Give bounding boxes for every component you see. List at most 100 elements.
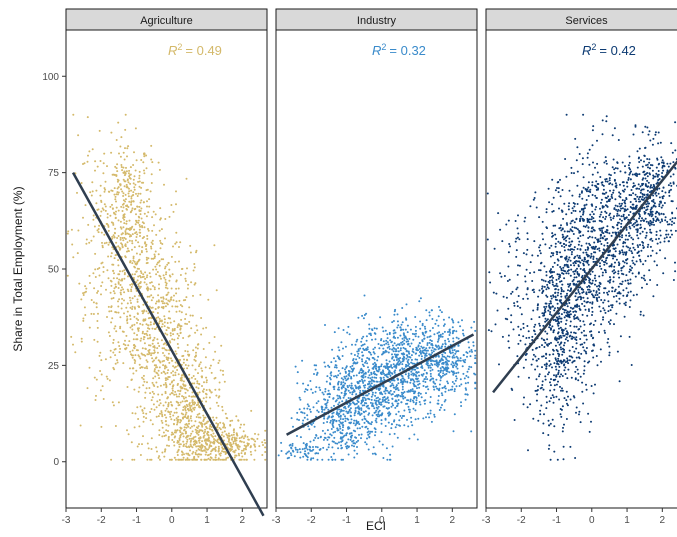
data-point-agriculture [213,336,216,338]
data-point-agriculture [222,373,225,376]
data-point-industry [356,452,359,455]
data-point-agriculture [98,224,101,227]
data-point-industry [351,444,353,447]
data-point-industry [445,372,448,375]
data-point-industry [416,387,418,390]
data-point-agriculture [116,191,119,194]
data-point-agriculture [105,288,107,291]
data-point-agriculture [111,207,114,210]
data-point-agriculture [167,261,170,264]
data-point-agriculture [106,316,108,318]
data-point-agriculture [110,284,113,287]
data-point-agriculture [120,227,123,230]
data-point-agriculture [166,287,169,290]
data-point-industry [336,355,339,358]
data-point-industry [421,374,424,377]
data-point-agriculture [171,431,174,434]
data-point-services [563,423,565,426]
data-point-industry [444,339,447,342]
data-point-agriculture [114,325,117,328]
data-point-industry [330,406,333,409]
data-point-agriculture [95,302,98,305]
data-point-agriculture [183,428,186,431]
data-point-agriculture [138,177,141,180]
data-point-agriculture [101,207,104,210]
data-point-agriculture [96,340,99,343]
data-point-agriculture [151,327,154,330]
data-point-agriculture [124,200,127,203]
data-point-agriculture [110,321,113,324]
data-point-industry [314,368,317,371]
data-point-agriculture [129,227,132,230]
data-point-agriculture [86,116,89,119]
data-point-agriculture [158,229,161,232]
data-point-services [560,209,563,212]
data-point-industry [441,359,444,362]
data-point-industry [438,331,441,334]
data-point-industry [444,390,447,393]
data-point-agriculture [221,446,224,449]
data-point-industry [337,386,340,389]
data-point-industry [433,413,436,416]
data-point-agriculture [96,326,99,329]
data-point-industry [344,377,347,380]
data-point-services [588,235,591,238]
data-point-agriculture [166,322,169,324]
data-point-agriculture [124,347,126,350]
data-point-services [533,291,536,294]
data-point-services [576,170,579,173]
data-point-agriculture [129,260,132,263]
data-point-agriculture [171,439,174,441]
data-point-agriculture [261,454,264,456]
data-point-industry [351,364,354,367]
data-point-agriculture [122,226,125,229]
data-point-services [568,359,571,362]
data-point-agriculture [117,305,120,308]
data-point-services [538,216,541,219]
data-point-services [655,252,658,255]
data-point-industry [363,396,366,399]
data-point-agriculture [131,207,134,210]
data-point-agriculture [155,300,158,303]
data-point-industry [360,407,363,410]
data-point-services [576,228,579,231]
data-point-agriculture [139,213,142,216]
data-point-industry [392,332,395,335]
data-point-services [528,376,530,379]
data-point-services [581,259,584,262]
data-point-industry [349,397,352,400]
data-point-services [585,338,588,341]
data-point-agriculture [170,204,173,206]
data-point-services [557,321,560,324]
data-point-agriculture [115,330,118,333]
data-point-agriculture [96,291,99,294]
data-point-industry [439,359,442,362]
data-point-industry [429,401,432,404]
data-point-agriculture [127,344,130,347]
data-point-services [565,418,568,420]
data-point-agriculture [178,443,181,446]
data-point-agriculture [158,399,161,401]
data-point-services [538,375,540,378]
data-point-industry [397,382,400,385]
data-point-agriculture [148,387,151,389]
data-point-agriculture [162,431,165,434]
data-point-agriculture [153,336,156,339]
data-point-services [559,266,562,268]
data-point-industry [430,340,433,342]
data-point-agriculture [114,198,117,201]
data-point-industry [401,363,404,366]
data-point-agriculture [171,338,174,341]
data-point-agriculture [122,192,125,195]
data-point-services [551,394,554,397]
data-point-services [550,341,552,344]
data-point-agriculture [92,301,95,304]
data-point-agriculture [128,314,131,317]
data-point-agriculture [130,195,133,198]
data-point-agriculture [126,302,129,305]
data-point-industry [420,396,423,399]
data-point-services [560,267,563,270]
data-point-services [561,387,563,390]
data-point-services [560,224,562,227]
data-point-agriculture [191,410,193,413]
